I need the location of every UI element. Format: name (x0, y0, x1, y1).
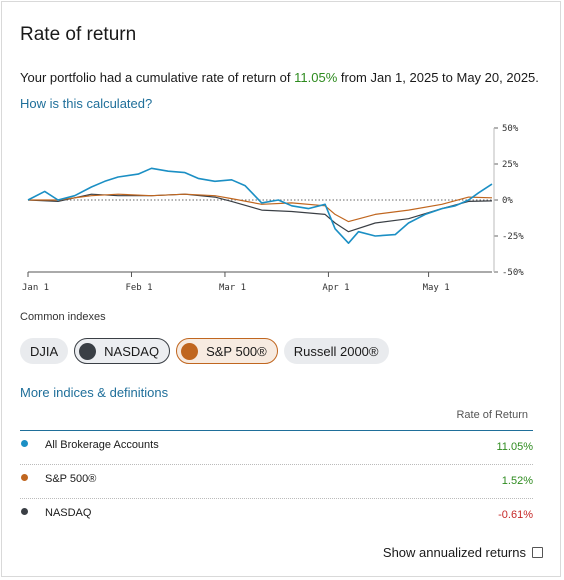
rate-of-return-header: Rate of Return (456, 409, 528, 421)
index-pill-label: S&P 500® (206, 343, 267, 359)
index-pills: DJIA NASDAQ S&P 500® Russell 2000® (20, 338, 389, 364)
returns-table: All Brokerage Accounts 11.05% S&P 500® 1… (20, 430, 533, 532)
summary-value: 11.05% (294, 70, 338, 85)
table-row: S&P 500® 1.52% (20, 465, 533, 499)
y-tick-label: -50% (502, 268, 524, 278)
series-line-2 (27, 193, 493, 233)
series-line-1 (28, 193, 493, 223)
row-name: S&P 500® (45, 473, 97, 485)
index-pill-label: NASDAQ (104, 343, 160, 359)
x-tick-label: Feb 1 (125, 283, 152, 293)
y-tick-label: 50% (502, 124, 519, 134)
y-tick-label: 25% (502, 160, 519, 170)
series-line-0 (27, 167, 493, 244)
x-tick-label: May 1 (423, 283, 450, 293)
series-color-dot (21, 508, 28, 515)
table-row: NASDAQ -0.61% (20, 499, 533, 532)
y-tick-label: -25% (502, 232, 524, 242)
index-pill-nasdaq[interactable]: NASDAQ (74, 338, 171, 364)
index-pill-sp500[interactable]: S&P 500® (176, 338, 278, 364)
row-name: All Brokerage Accounts (45, 439, 159, 451)
x-tick-label: Jan 1 (22, 283, 49, 293)
row-value: 11.05% (496, 441, 534, 453)
series-color-dot (21, 474, 28, 481)
x-tick-label: Mar 1 (219, 283, 246, 293)
page-title: Rate of return (20, 24, 137, 45)
nasdaq-color-dot (79, 342, 97, 360)
x-tick-label: Apr 1 (322, 283, 349, 293)
row-value: 1.52% (501, 475, 533, 487)
annualized-toggle[interactable]: Show annualized returns (383, 545, 543, 560)
index-pill-label: DJIA (30, 343, 59, 359)
rate-of-return-chart: 50% 25% 0% -25% -50% Jan 1 Feb 1 Mar 1 Apr 1 May … (22, 124, 524, 293)
annualized-checkbox[interactable] (532, 547, 543, 558)
common-indexes-label: Common indexes (20, 311, 106, 323)
more-indices-link[interactable]: More indices & definitions (20, 385, 169, 400)
index-pill-label: Russell 2000® (293, 343, 379, 359)
row-value: -0.61% (498, 509, 533, 521)
summary-prefix: Your portfolio had a cumulative rate of … (20, 70, 295, 85)
sp500-color-dot (181, 342, 199, 360)
y-tick-label: 0% (502, 196, 513, 206)
annualized-label: Show annualized returns (382, 545, 526, 560)
index-pill-djia[interactable]: DJIA (20, 338, 69, 364)
how-calculated-link[interactable]: How is this calculated? (20, 96, 153, 111)
series-color-dot (21, 440, 28, 447)
table-row: All Brokerage Accounts 11.05% (20, 431, 533, 465)
return-summary: Your portfolio had a cumulative rate of … (20, 70, 539, 85)
index-pill-russell[interactable]: Russell 2000® (283, 338, 389, 364)
summary-suffix: from Jan 1, 2025 to May 20, 2025. (337, 70, 539, 85)
row-name: NASDAQ (45, 507, 92, 519)
